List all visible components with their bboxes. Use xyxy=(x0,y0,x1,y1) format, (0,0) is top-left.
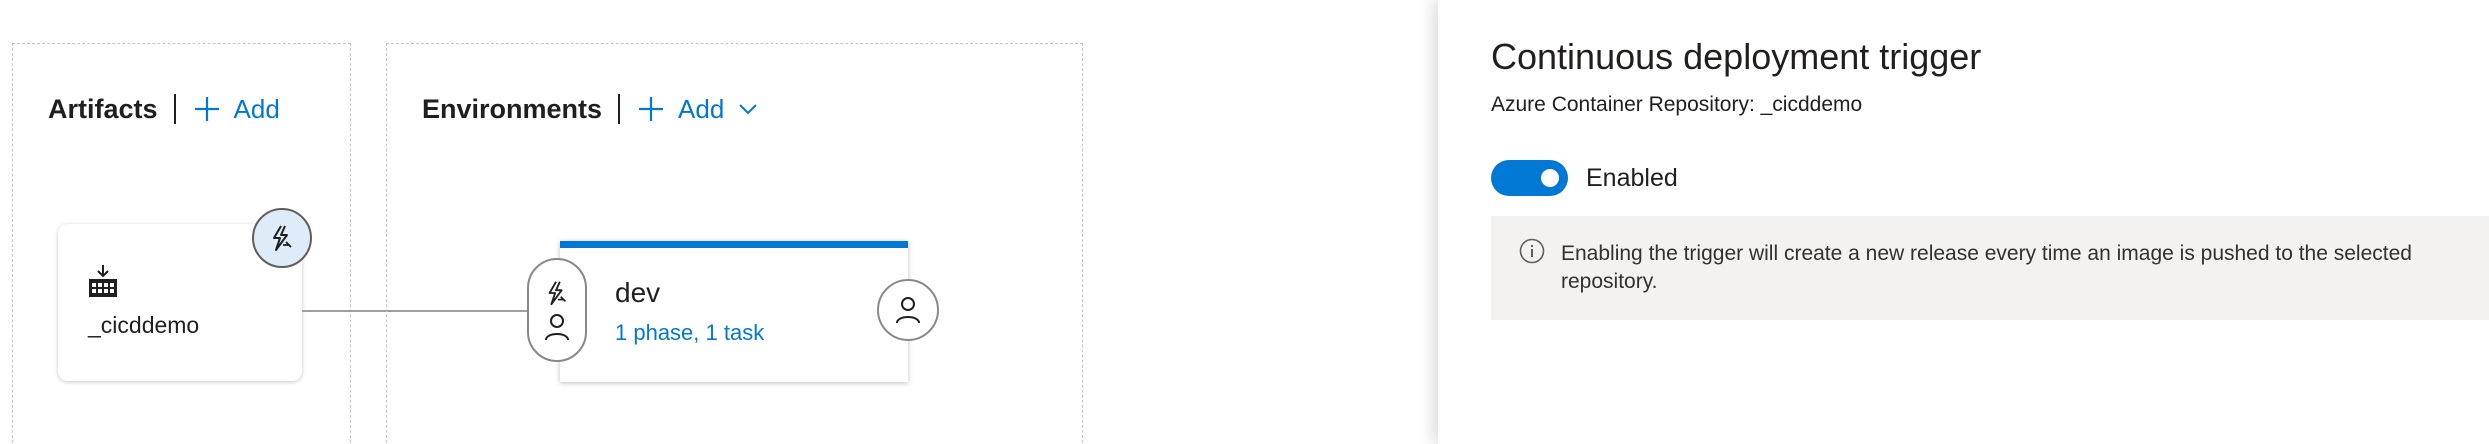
environment-tasks-link[interactable]: 1 phase, 1 task xyxy=(615,320,765,345)
person-icon xyxy=(896,297,920,324)
pre-deployment-conditions-button[interactable] xyxy=(527,258,587,362)
container-registry-icon xyxy=(88,264,118,303)
header-divider xyxy=(618,94,621,124)
environment-card[interactable] xyxy=(560,241,908,382)
environments-title: Environments xyxy=(422,93,603,124)
chevron-down-icon xyxy=(739,104,758,115)
artifacts-header: Artifacts Add xyxy=(48,89,280,129)
continuous-deployment-trigger-button[interactable] xyxy=(252,208,312,268)
add-artifact-button[interactable]: Add xyxy=(194,94,280,125)
add-environment-label: Add xyxy=(678,93,725,124)
toggle-knob xyxy=(1541,169,1559,187)
artifacts-title: Artifacts xyxy=(48,93,158,124)
header-divider xyxy=(173,94,176,124)
trigger-toggle-row: Enabled xyxy=(1491,160,1678,196)
info-icon xyxy=(1519,238,1545,264)
environments-section xyxy=(386,43,1083,444)
add-environment-button[interactable]: Add xyxy=(638,94,758,125)
environments-header: Environments Add xyxy=(422,89,758,129)
plus-icon xyxy=(639,97,664,121)
info-message-bar: Enabling the trigger will create a new r… xyxy=(1491,216,2489,320)
panel-subtitle: Azure Container Repository: _cicddemo xyxy=(1491,93,1863,116)
environment-name[interactable]: dev xyxy=(615,277,661,308)
add-artifact-label: Add xyxy=(233,93,280,124)
post-deployment-approvals-button[interactable] xyxy=(877,279,939,341)
trigger-enabled-toggle[interactable] xyxy=(1491,160,1568,196)
artifact-name: _cicddemo xyxy=(88,312,200,338)
lightning-trigger-icon xyxy=(273,225,292,251)
pipeline-connector xyxy=(302,310,530,312)
panel-title: Continuous deployment trigger xyxy=(1491,36,1982,77)
artifacts-section xyxy=(12,43,351,444)
toggle-label: Enabled xyxy=(1586,163,1678,192)
lightning-trigger-icon xyxy=(548,281,566,306)
continuous-deployment-trigger-panel: Continuous deployment trigger Azure Cont… xyxy=(1438,0,2489,444)
plus-icon xyxy=(194,97,219,121)
info-message-text: Enabling the trigger will create a new r… xyxy=(1561,242,2412,293)
person-icon xyxy=(545,314,569,341)
